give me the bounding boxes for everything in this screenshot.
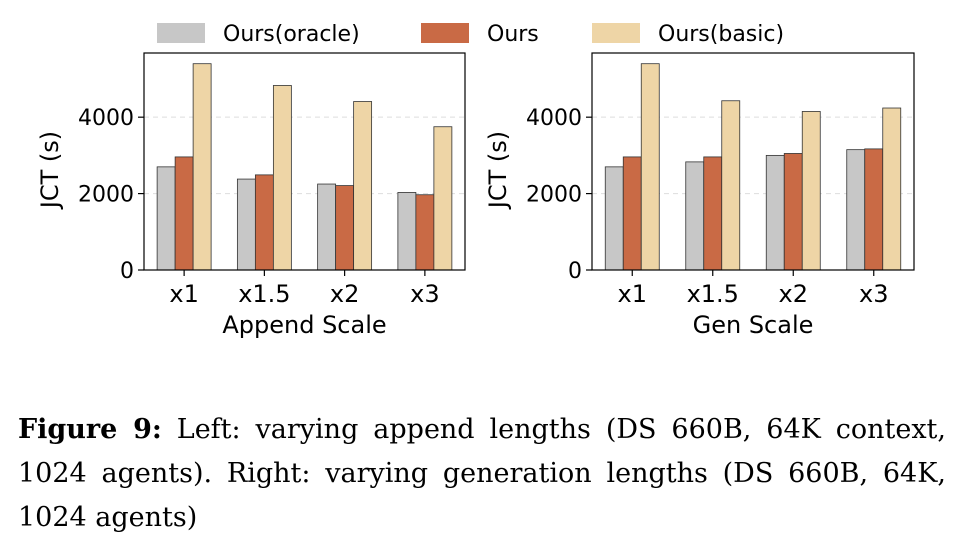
figure-caption: Figure 9: Left: varying append lengths (… (18, 408, 946, 540)
bar-Ours(basic)-x1 (640, 63, 660, 271)
bar-Ours-x3 (415, 194, 435, 271)
right-panel-gen-scale: 0 2000 4000 x1 x1.5 x2 x3 Gen Scale JCT (s) (484, 52, 915, 339)
y-tick-label-0: 0 (120, 259, 134, 284)
bar-Ours(oracle)-x1 (604, 166, 624, 271)
legend-swatch-1 (421, 23, 469, 43)
bar-Ours(basic)-x3 (882, 107, 902, 271)
bar-Ours(oracle)-x2 (317, 183, 337, 271)
bar-Ours(oracle)-x1 (156, 166, 176, 271)
bar-Ours(oracle)-x1.5 (685, 161, 705, 271)
x-tick-label-3: x3 (859, 280, 888, 308)
x-tick-label-1: x1.5 (238, 280, 290, 308)
bar-Ours-x1 (622, 156, 642, 271)
legend-label-1: Ours (487, 22, 539, 47)
legend-swatch-0 (157, 23, 205, 43)
legend-label-2: Ours(basic) (658, 22, 784, 47)
bar-Ours-x1 (174, 156, 194, 271)
x-tick-label-1: x1.5 (687, 280, 739, 308)
bar-Ours-x1.5 (703, 156, 723, 271)
caption-label: Figure 9: (18, 414, 162, 445)
y-axis-label: JCT (s) (484, 131, 512, 210)
legend-label-0: Ours(oracle) (223, 22, 360, 47)
plot-frame (591, 52, 915, 271)
y-tick-label-1: 2000 (526, 183, 582, 208)
left-panel-append-scale: 0 2000 4000 x1 x1.5 x2 x3 Append Scale JCT (s) (36, 52, 466, 339)
x-tick-label-0: x1 (618, 280, 647, 308)
bar-Ours(basic)-x3 (433, 126, 453, 271)
y-axis-label: JCT (s) (36, 131, 64, 210)
caption-text: Left: varying append lengths (DS 660B, 6… (18, 414, 946, 533)
legend: Ours(oracle) Ours Ours(basic) (157, 22, 784, 47)
y-tick-label-1: 2000 (78, 183, 134, 208)
bar-Ours-x3 (864, 148, 884, 271)
plot-frame (143, 52, 466, 271)
x-axis-label: Append Scale (222, 311, 386, 339)
x-axis-label: Gen Scale (693, 311, 814, 339)
bar-Ours(oracle)-x2 (765, 154, 785, 271)
bar-Ours(basic)-x1.5 (721, 100, 741, 271)
x-tick-label-0: x1 (169, 280, 198, 308)
bar-Ours-x2 (335, 185, 355, 271)
bar-Ours(oracle)-x3 (397, 192, 417, 271)
bar-Ours-x2 (783, 153, 803, 271)
bar-Ours(basic)-x2 (801, 111, 821, 271)
figure-charts: Ours(oracle) Ours Ours(basic) 0 2000 4000 x1 x… (36, 22, 915, 339)
y-tick-label-2: 4000 (526, 106, 582, 131)
bar-Ours(basic)-x1.5 (272, 85, 292, 271)
bar-Ours-x1.5 (254, 174, 274, 271)
y-tick-label-0: 0 (568, 259, 582, 284)
x-tick-label-2: x2 (779, 280, 808, 308)
bar-Ours(basic)-x1 (192, 63, 212, 271)
bar-Ours(oracle)-x1.5 (236, 178, 256, 271)
bar-Ours(basic)-x2 (353, 101, 373, 271)
x-tick-label-3: x3 (410, 280, 439, 308)
x-tick-label-2: x2 (330, 280, 359, 308)
legend-swatch-2 (592, 23, 640, 43)
y-tick-label-2: 4000 (78, 106, 134, 131)
bar-Ours(oracle)-x3 (846, 149, 866, 271)
